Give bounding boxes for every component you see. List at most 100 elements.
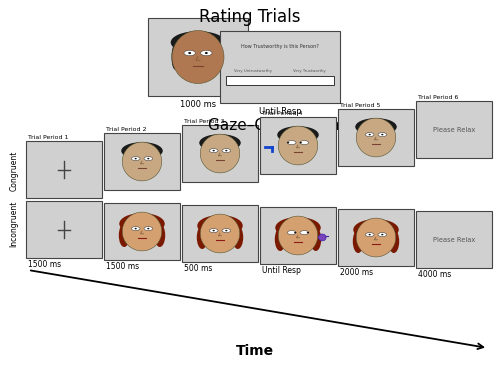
- Ellipse shape: [378, 233, 386, 236]
- Ellipse shape: [356, 118, 397, 135]
- Ellipse shape: [200, 134, 240, 173]
- Ellipse shape: [307, 232, 309, 234]
- Bar: [260, 117, 336, 174]
- Bar: [226, 76, 334, 85]
- Ellipse shape: [217, 44, 224, 70]
- Ellipse shape: [356, 118, 396, 157]
- Ellipse shape: [300, 231, 308, 235]
- Ellipse shape: [353, 230, 364, 253]
- Ellipse shape: [200, 214, 240, 253]
- Text: Rating Trials: Rating Trials: [199, 8, 301, 26]
- Ellipse shape: [122, 142, 162, 181]
- Text: 2000 ms: 2000 ms: [340, 268, 373, 277]
- Text: Trial Period 4: Trial Period 4: [262, 111, 302, 116]
- Bar: [182, 125, 258, 182]
- Ellipse shape: [300, 142, 302, 143]
- Ellipse shape: [184, 51, 196, 56]
- Text: 1500 ms: 1500 ms: [28, 260, 61, 269]
- Ellipse shape: [132, 157, 140, 161]
- Bar: [182, 205, 258, 262]
- Bar: [260, 207, 336, 264]
- Text: Until Resp: Until Resp: [262, 266, 301, 275]
- Ellipse shape: [287, 142, 289, 143]
- Ellipse shape: [122, 212, 162, 251]
- Text: Please Relax: Please Relax: [433, 127, 475, 132]
- Ellipse shape: [276, 217, 320, 238]
- Text: Very Trustworthy: Very Trustworthy: [293, 68, 326, 72]
- Bar: [26, 141, 102, 198]
- Bar: [416, 101, 492, 158]
- Ellipse shape: [122, 142, 162, 160]
- Text: 500 ms: 500 ms: [184, 264, 212, 273]
- Ellipse shape: [275, 228, 285, 251]
- Bar: [26, 201, 102, 258]
- Ellipse shape: [225, 230, 228, 231]
- Text: Trial Period 5: Trial Period 5: [340, 103, 380, 108]
- Ellipse shape: [210, 229, 218, 232]
- Text: Trial Period 2: Trial Period 2: [106, 127, 146, 132]
- Text: Very Untrustworthy: Very Untrustworthy: [234, 68, 273, 72]
- Ellipse shape: [288, 141, 296, 145]
- Ellipse shape: [120, 213, 164, 234]
- Ellipse shape: [170, 31, 226, 54]
- Ellipse shape: [172, 30, 224, 83]
- Ellipse shape: [212, 230, 215, 231]
- Ellipse shape: [300, 141, 308, 145]
- Text: Gaze–Cueing Trials: Gaze–Cueing Trials: [208, 118, 352, 133]
- Ellipse shape: [381, 234, 384, 235]
- Ellipse shape: [278, 216, 318, 255]
- Ellipse shape: [222, 149, 230, 153]
- Text: How Trustworthy is this Person?: How Trustworthy is this Person?: [241, 44, 319, 49]
- Ellipse shape: [222, 229, 230, 232]
- Text: Please Relax: Please Relax: [433, 236, 475, 243]
- Ellipse shape: [210, 149, 218, 153]
- Ellipse shape: [144, 157, 152, 161]
- Ellipse shape: [119, 224, 130, 247]
- Ellipse shape: [200, 134, 240, 152]
- Bar: [416, 211, 492, 268]
- Ellipse shape: [172, 44, 179, 70]
- Ellipse shape: [356, 218, 396, 257]
- Ellipse shape: [225, 150, 228, 152]
- Text: Trial Period 3: Trial Period 3: [184, 119, 224, 124]
- Text: Congruent: Congruent: [10, 151, 18, 191]
- Ellipse shape: [381, 134, 384, 135]
- Ellipse shape: [205, 52, 208, 54]
- Ellipse shape: [294, 232, 296, 234]
- Ellipse shape: [147, 228, 150, 229]
- Ellipse shape: [197, 226, 207, 249]
- Text: 1500 ms: 1500 ms: [106, 262, 139, 271]
- Text: 1000 ms: 1000 ms: [180, 100, 216, 109]
- Ellipse shape: [134, 158, 137, 159]
- Bar: [338, 209, 414, 266]
- Ellipse shape: [188, 52, 191, 54]
- Ellipse shape: [134, 228, 137, 229]
- Ellipse shape: [368, 234, 371, 235]
- Ellipse shape: [200, 51, 212, 56]
- Ellipse shape: [198, 215, 242, 236]
- Bar: [148, 18, 248, 96]
- Ellipse shape: [212, 150, 215, 152]
- Ellipse shape: [310, 228, 321, 251]
- Bar: [104, 133, 180, 190]
- Text: Incongruent: Incongruent: [10, 201, 18, 247]
- Bar: [338, 109, 414, 166]
- Ellipse shape: [278, 126, 318, 143]
- Text: 4000 ms: 4000 ms: [418, 270, 451, 279]
- Bar: [220, 31, 340, 103]
- Text: Until Resp: Until Resp: [258, 107, 302, 116]
- Ellipse shape: [388, 230, 399, 253]
- Ellipse shape: [288, 231, 296, 235]
- Ellipse shape: [366, 233, 374, 236]
- Bar: [104, 203, 180, 260]
- Ellipse shape: [366, 132, 374, 137]
- Text: Trial Period 1: Trial Period 1: [28, 135, 68, 140]
- Ellipse shape: [278, 126, 318, 165]
- Ellipse shape: [354, 219, 399, 240]
- Ellipse shape: [232, 226, 243, 249]
- Ellipse shape: [132, 227, 140, 231]
- Text: Time: Time: [236, 344, 274, 358]
- Ellipse shape: [147, 158, 150, 159]
- Ellipse shape: [154, 224, 165, 247]
- Ellipse shape: [378, 132, 386, 137]
